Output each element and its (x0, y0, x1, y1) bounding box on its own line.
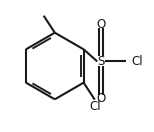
Text: S: S (97, 55, 105, 68)
Text: O: O (97, 18, 106, 31)
Text: Cl: Cl (132, 55, 144, 68)
Text: Cl: Cl (89, 100, 101, 113)
Text: O: O (97, 92, 106, 105)
